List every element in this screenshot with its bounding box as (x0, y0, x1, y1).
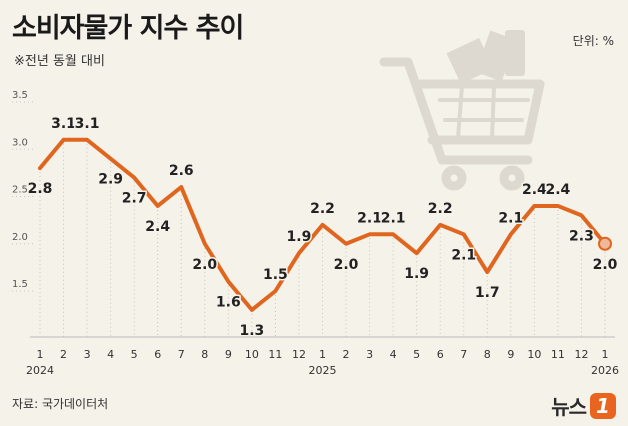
news1-logo: 뉴스 1 (551, 391, 616, 420)
data-label: 2.2 (310, 201, 335, 217)
x-tick-label: 3 (366, 348, 373, 361)
data-label: 2.1 (498, 210, 523, 226)
source-label: 자료: 국가데이터처 (12, 397, 109, 411)
data-label: 1.6 (216, 295, 241, 311)
x-tick-label: 12 (292, 348, 306, 361)
data-label: 2.1 (451, 247, 476, 263)
logo-badge: 1 (590, 392, 616, 419)
last-point-marker (598, 236, 612, 251)
year-label: 2025 (309, 364, 337, 377)
logo-text: 뉴스 (551, 395, 587, 419)
data-label: 2.0 (192, 257, 217, 273)
shopping-cart-icon (379, 30, 545, 191)
x-tick-label: 12 (574, 348, 588, 361)
data-label: 2.4 (546, 182, 571, 198)
y-tick-label: 2.5 (12, 185, 28, 196)
x-tick-label: 4 (107, 348, 114, 361)
data-label: 3.1 (75, 116, 100, 132)
x-tick-label: 1 (37, 348, 44, 361)
x-tick-label: 5 (413, 348, 420, 361)
y-tick-label: 2.0 (12, 232, 28, 243)
x-tick-label: 2 (60, 348, 67, 361)
x-tick-label: 7 (460, 348, 467, 361)
data-label: 3.1 (51, 116, 76, 132)
unit-label: 단위: % (572, 34, 614, 48)
x-tick-label: 5 (131, 348, 138, 361)
data-label: 2.7 (122, 191, 147, 207)
x-tick-label: 11 (268, 348, 282, 361)
data-label: 1.5 (263, 267, 288, 283)
year-label: 2026 (591, 364, 619, 377)
x-tick-label: 2 (343, 348, 350, 361)
y-tick-label: 3.5 (12, 90, 28, 101)
data-label: 2.8 (28, 181, 53, 197)
data-label: 1.9 (404, 266, 429, 282)
x-tick-label: 6 (437, 348, 444, 361)
x-tick-label: 9 (507, 348, 514, 361)
series-line (38, 137, 607, 312)
data-label: 2.1 (381, 210, 406, 226)
data-label: 2.0 (334, 257, 359, 273)
x-tick-label: 8 (484, 348, 491, 361)
data-label: 1.9 (287, 229, 312, 245)
x-tick-label: 8 (201, 348, 208, 361)
chart-title: 소비자물가 지수 추이 (12, 13, 244, 44)
x-tick-label: 4 (390, 348, 397, 361)
y-tick-label: 1.5 (12, 279, 28, 290)
x-tick-label: 10 (245, 348, 259, 361)
x-tick-label: 9 (225, 348, 232, 361)
x-tick-label: 7 (178, 348, 185, 361)
data-label: 2.3 (569, 228, 594, 244)
x-tick-label: 3 (84, 348, 91, 361)
x-tick-label: 1 (602, 348, 609, 361)
data-label: 1.7 (475, 285, 500, 301)
chart-subtitle: ※전년 동월 대비 (14, 54, 105, 69)
year-label: 2024 (26, 364, 54, 377)
x-tick-label: 1 (319, 348, 326, 361)
x-tick-label: 11 (551, 348, 565, 361)
data-label: 1.3 (239, 323, 264, 339)
y-tick-label: 3.0 (12, 137, 28, 148)
x-tick-label: 10 (527, 348, 541, 361)
data-label: 2.4 (522, 182, 547, 198)
data-label: 2.2 (428, 201, 453, 217)
data-label: 2.9 (98, 172, 123, 188)
x-tick-label: 6 (154, 348, 161, 361)
data-label: 2.1 (357, 210, 382, 226)
data-label: 2.0 (593, 257, 618, 273)
data-label: 2.4 (145, 219, 170, 235)
data-label: 2.6 (169, 163, 194, 179)
